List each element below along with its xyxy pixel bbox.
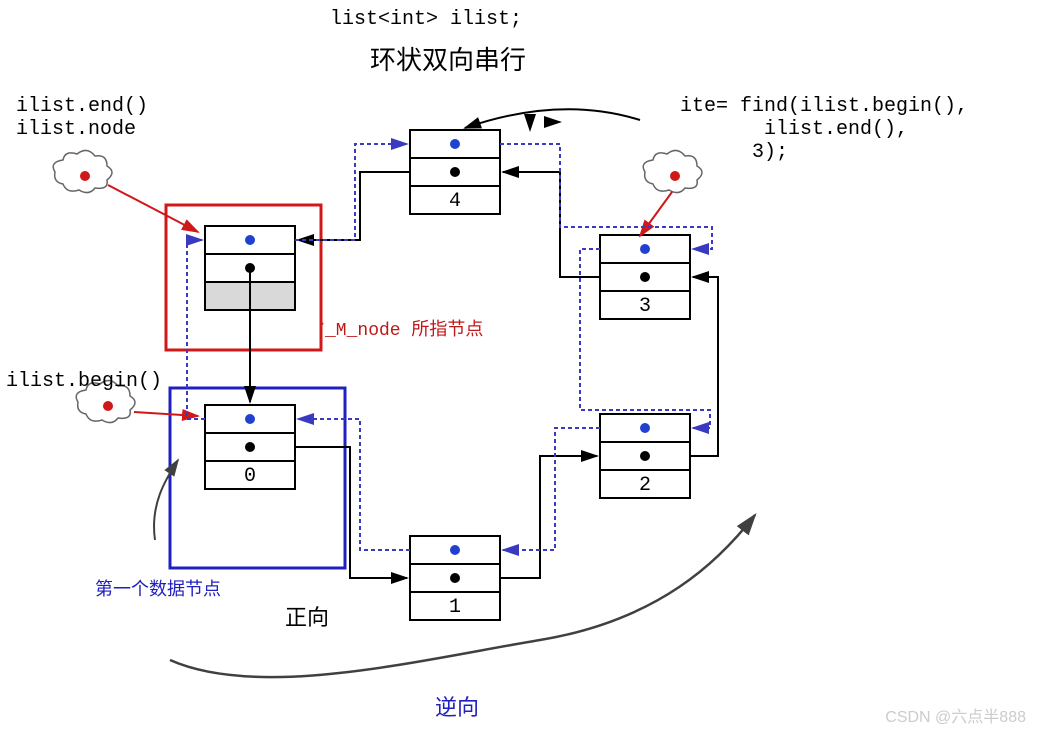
node-n2: 2 [600, 414, 690, 498]
pointer-arrow [108, 185, 198, 232]
edge [690, 277, 718, 456]
label-ite: ite= find(ilist.begin(), ilist.end(), 3)… [680, 95, 968, 164]
svg-text:4: 4 [449, 190, 461, 213]
label-end-node: ilist.end() ilist.node [16, 95, 148, 141]
svg-text:1: 1 [449, 596, 461, 619]
label-m-node: _M_node 所指节点 [325, 315, 483, 341]
edge [298, 419, 410, 550]
svg-text:3: 3 [639, 295, 651, 318]
svg-text:0: 0 [244, 465, 256, 488]
label-first-data: 第一个数据节点 [95, 575, 221, 601]
label-reverse: 逆向 [435, 690, 479, 722]
cloud-end [53, 150, 112, 192]
edge [295, 447, 407, 578]
edge [465, 109, 640, 128]
pointer-arrow [134, 412, 198, 416]
node-n4: 4 [410, 130, 500, 214]
label-begin: ilist.begin() [6, 370, 162, 393]
node-n1: 1 [410, 536, 500, 620]
forward-direction-arrow [154, 460, 178, 540]
edge [500, 456, 597, 578]
watermark: CSDN @六点半888 [885, 703, 1026, 727]
edge [503, 428, 600, 550]
title-cn: 环状双向串行 [370, 40, 526, 77]
title-code: list<int> ilist; [330, 8, 522, 31]
label-forward: 正向 [285, 600, 329, 632]
svg-text:2: 2 [639, 474, 651, 497]
edge [530, 122, 620, 130]
node-n0: 0 [205, 405, 295, 489]
node-n3: 3 [600, 235, 690, 319]
edge [295, 144, 407, 240]
pointer-arrow [640, 192, 672, 236]
edge [187, 240, 205, 419]
edge [503, 172, 600, 277]
